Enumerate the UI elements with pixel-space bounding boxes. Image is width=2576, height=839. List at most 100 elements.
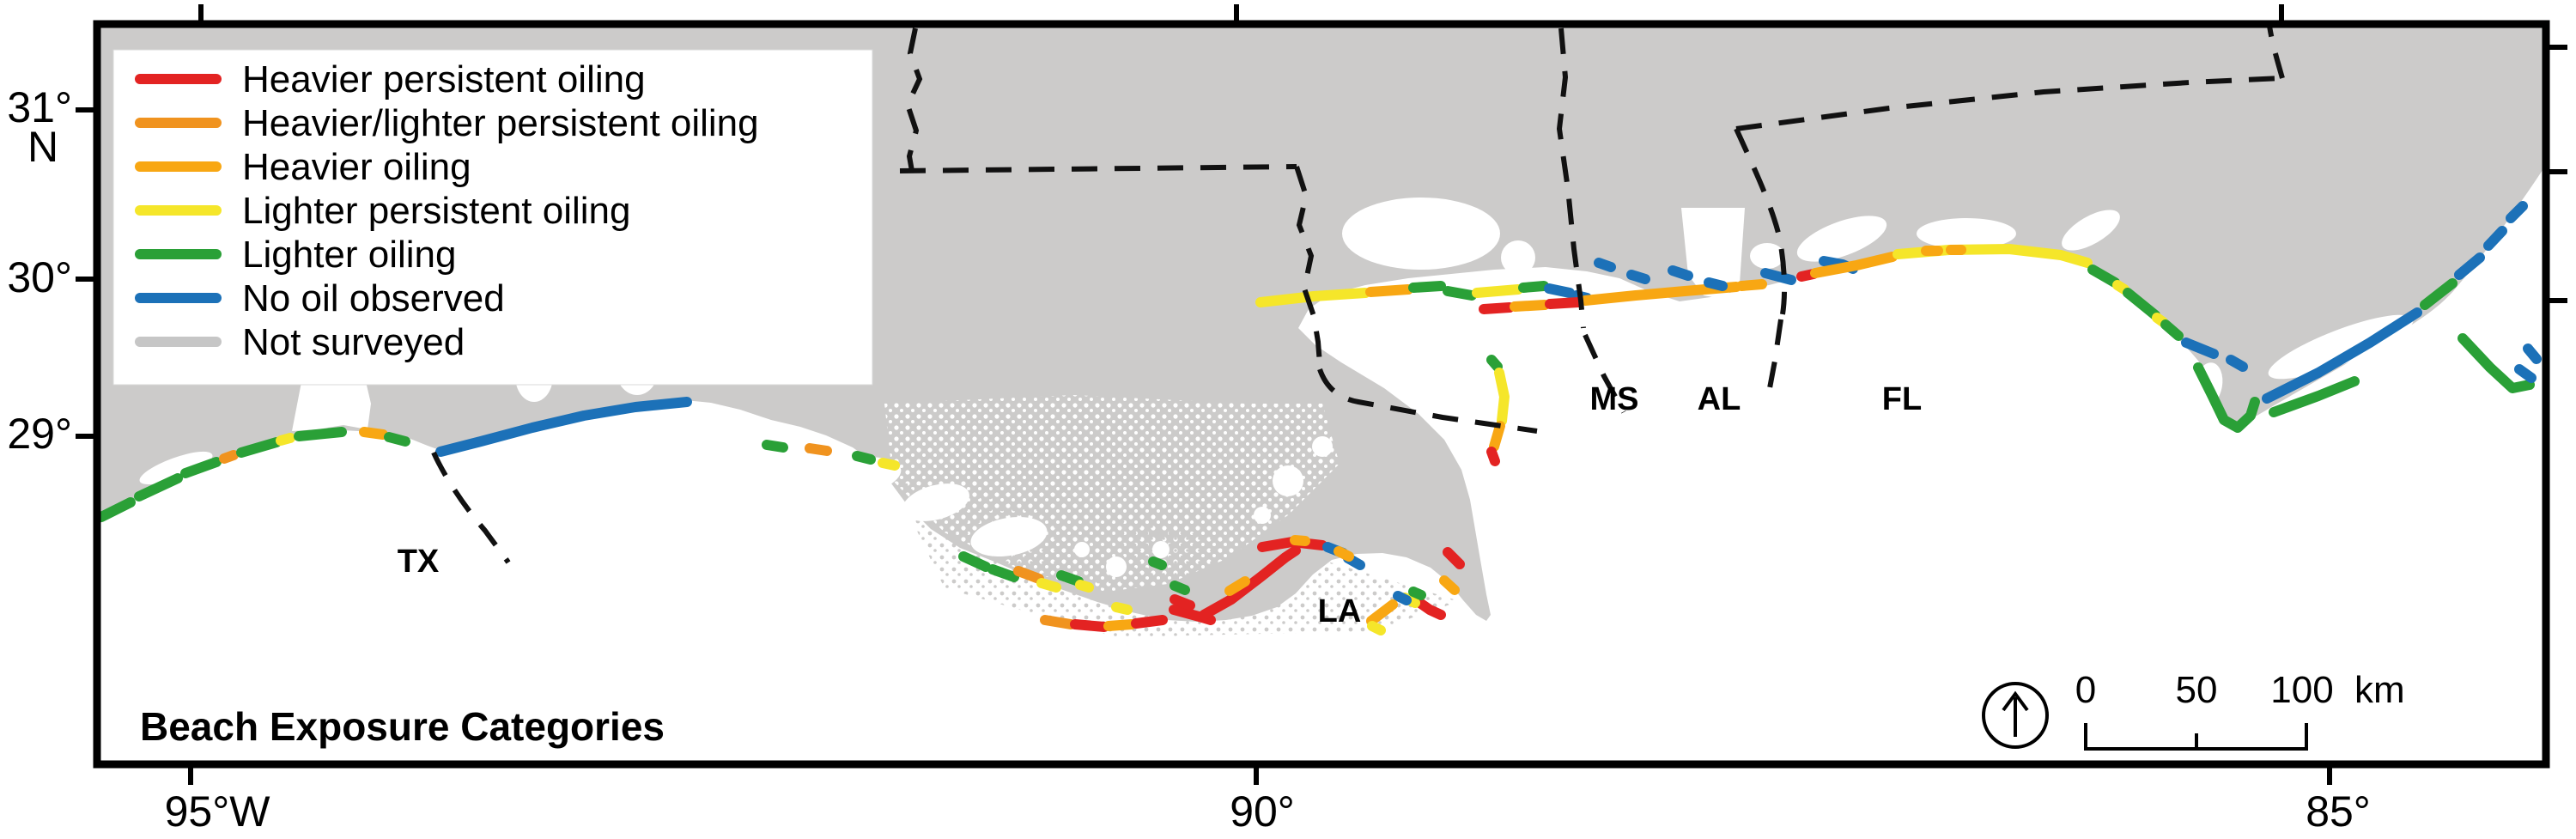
map-frame [93, 20, 2550, 769]
oiling-segment-heavier [1439, 575, 1460, 595]
oiling-segment-lighter [1518, 281, 1549, 293]
lon-label-95: 95°W [165, 787, 271, 836]
la-ms-boundary-31st-parallel [899, 164, 1297, 173]
la-ms-water-boundary [1317, 368, 1538, 434]
oiling-segment-heavier-persistent [1170, 594, 1195, 611]
oiling-segment-no-oil [2483, 226, 2507, 251]
scale-tick-0: 0 [2075, 669, 2096, 711]
oiling-segment-lighter [2420, 278, 2458, 310]
apalachicola-bay [2268, 314, 2414, 380]
oiling-segment-lighter [294, 427, 347, 441]
oiling-segment-lighter [1408, 281, 1446, 293]
oiling-segment-no-oil [1760, 268, 1796, 285]
oiling-segment-heavier-lighter-persistent [1040, 615, 1076, 629]
oiling-segment-heavier-persistent [1479, 302, 1515, 314]
lon-label-90: 90° [1230, 787, 1295, 836]
tx-la-boundary [431, 451, 511, 564]
oiling-segment-no-oil [1704, 277, 1728, 291]
legend-swatches [135, 74, 222, 347]
legend-label: Heavier/lighter persistent oiling [242, 102, 759, 144]
marsh-lake [1074, 542, 1090, 557]
map-content: TX LA MS AL FL Heavier persistent oiling… [100, 27, 2543, 751]
oiling-segment-heavier [1224, 576, 1250, 596]
vermilion-bay [807, 457, 902, 498]
map-legend: Heavier persistent oiling Heavier/lighte… [112, 49, 873, 386]
ms-al-water-boundary [1583, 333, 1626, 414]
axis-ticks [76, 4, 2567, 785]
oiling-segment-no-oil [2523, 344, 2542, 364]
matagorda-bay [139, 451, 213, 485]
lat-label-29: 29° [7, 410, 72, 458]
al-fl-north-boundary [1735, 76, 2283, 131]
state-label-ms: MS [1590, 381, 1639, 417]
oiling-segment-lighter [180, 457, 222, 478]
oiling-segment-lighter-persistent [1111, 602, 1133, 615]
st-andrew-bay [2062, 210, 2120, 251]
oiling-segment-lighter [2123, 288, 2160, 320]
oiling-segment-lighter [2087, 264, 2120, 288]
oiling-segment-heavier-persistent [1443, 547, 1465, 569]
oiling-segment-no-oil [2514, 364, 2537, 383]
oiling-segment-lighter [1443, 286, 1477, 301]
atchafalaya-bay [970, 516, 1048, 557]
oiling-segment-lighter-persistent [1036, 578, 1061, 593]
lake-borgne [1322, 299, 1443, 354]
oiling-segment-no-oil [2181, 337, 2219, 359]
oiling-segment-lighter [2160, 319, 2184, 341]
oiling-segment-heavier-persistent [1199, 545, 1301, 620]
marsh-lake [1106, 556, 1127, 577]
state-boundaries [431, 27, 2285, 564]
oiling-segment-heavier [1580, 282, 1741, 306]
oiling-segment-heavier [1736, 279, 1767, 291]
timbalier-bay [1254, 507, 1271, 524]
lat-hemisphere-label: N [27, 123, 58, 171]
oiling-segment-no-oil [1544, 283, 1575, 298]
oiling-segment-lighter [384, 432, 410, 447]
scale-bar: 0 50 100 km [2075, 669, 2405, 751]
oiling-segment-lighter [987, 564, 1019, 582]
oiling-segment-lighter [236, 437, 282, 458]
mobile-bay [1681, 208, 1745, 299]
oiling-segment-lighter [100, 497, 136, 522]
oiling-segment-lighter [1148, 556, 1167, 570]
scale-tick-100: 100 [2270, 669, 2333, 711]
lat-label-31: 31° [7, 83, 72, 131]
ms-al-boundary [1556, 27, 1586, 329]
scale-tick-50: 50 [2176, 669, 2218, 711]
oiling-segment-heavier-lighter-persistent [805, 443, 832, 456]
north-arrow-circle [1982, 682, 2049, 749]
la-ms-boundary-pearl-river [1294, 166, 1322, 365]
map-title: Beach Exposure Categories [140, 704, 665, 749]
oiling-segment-lighter-persistent [878, 458, 900, 471]
oiling-segment-no-oil [1626, 270, 1650, 284]
oiling-segment-lighter-persistent [1472, 284, 1523, 298]
lon-label-85: 85° [2306, 787, 2371, 836]
state-label-tx: TX [398, 544, 440, 580]
legend-label: Lighter oiling [242, 234, 457, 276]
oiling-segment-lighter [1486, 355, 1503, 372]
state-label-al: AL [1698, 381, 1741, 417]
oiling-segment-heavier [1334, 546, 1354, 562]
oiling-segment-lighter [958, 551, 991, 572]
legend-label: Heavier persistent oiling [242, 58, 646, 100]
lake-pontchartrain [1342, 198, 1500, 270]
state-label-la: LA [1318, 593, 1362, 629]
oiling-segment-lighter-persistent [1367, 621, 1386, 635]
oiling-segment-heavier-lighter-persistent [219, 450, 239, 464]
legend-label: Heavier oiling [242, 146, 471, 188]
oiling-segment-heavier [1103, 619, 1137, 631]
barataria-bay [1273, 465, 1303, 496]
al-fl-water-boundary [1767, 319, 1783, 389]
oiling-segment-heavier-lighter-persistent [1013, 566, 1044, 584]
oiling-segment-heavier [1810, 252, 1898, 278]
oiling-segment-no-oil [1668, 265, 1693, 281]
legend-labels: Heavier persistent oiling Heavier/lighte… [242, 58, 759, 363]
cote-blanche-bay [902, 483, 969, 521]
state-label-fl: FL [1882, 381, 1922, 417]
oiling-segment-lighter [2193, 362, 2260, 433]
oiling-segment-lighter [2458, 333, 2535, 393]
oiling-segment-no-oil [2262, 307, 2422, 404]
scale-bar-line [2084, 723, 2308, 751]
